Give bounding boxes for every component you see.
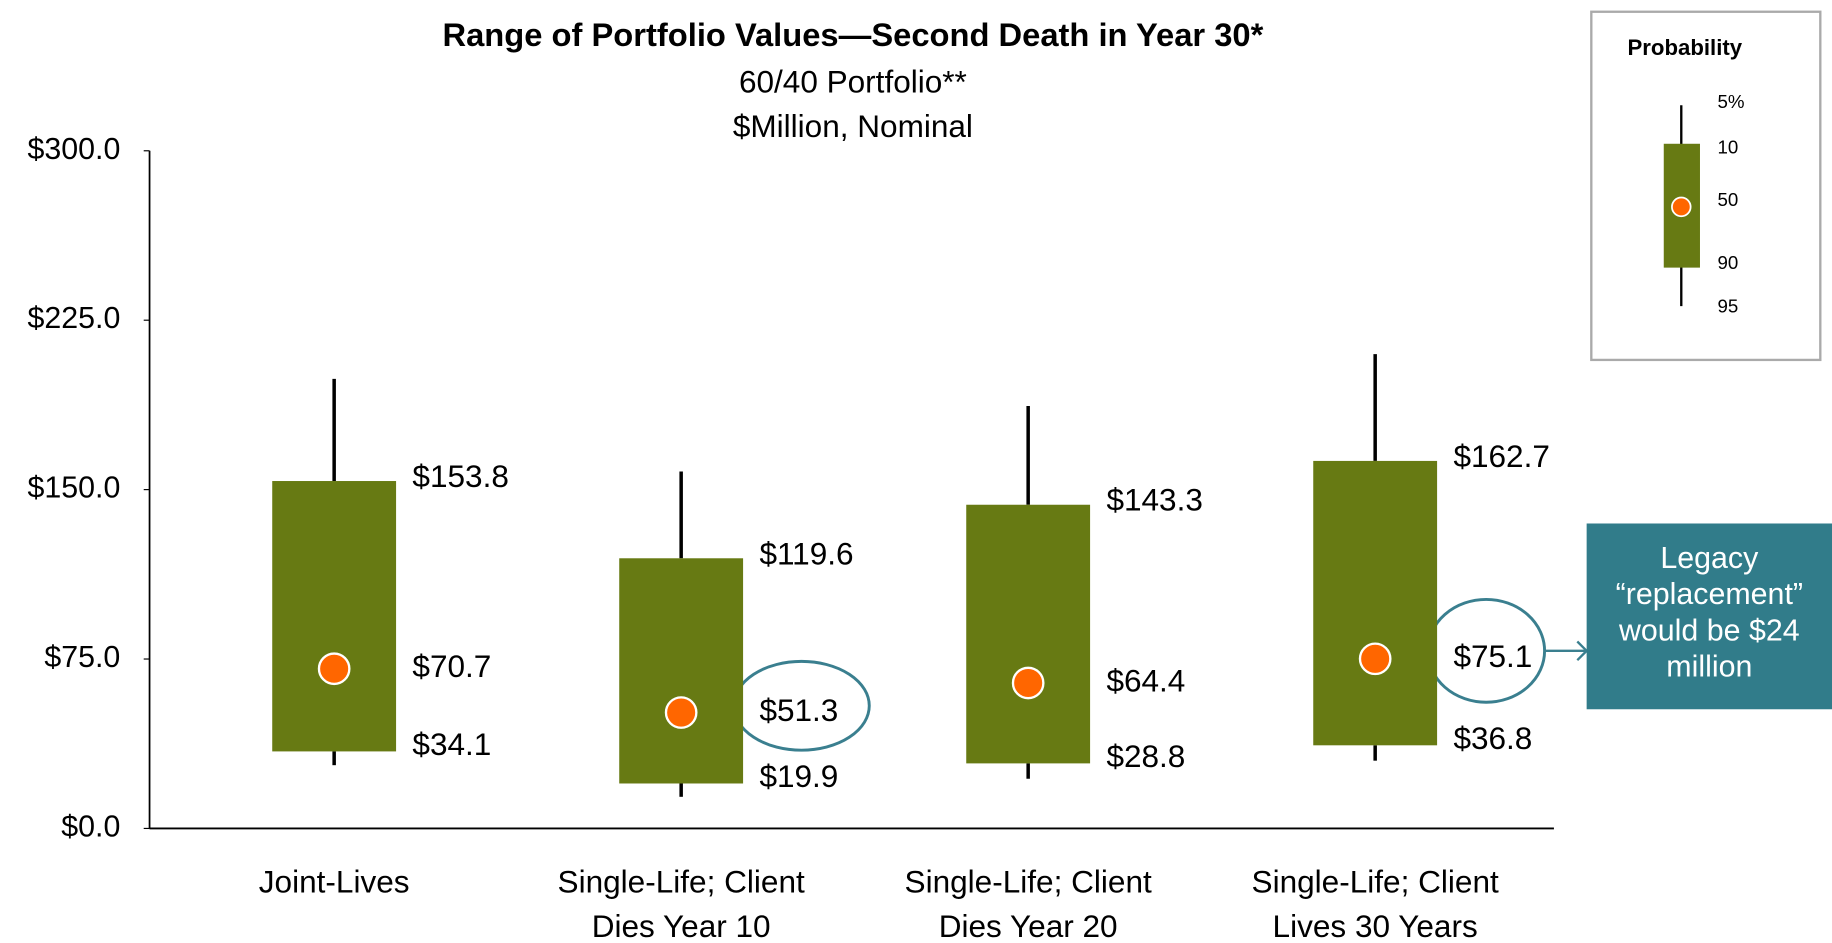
legend-label: 95: [1718, 295, 1739, 316]
value-label: $70.7: [412, 648, 491, 684]
value-label: $28.8: [1106, 738, 1185, 774]
x-tick-label: Single-Life; Client Dies Year 20: [904, 864, 1152, 943]
chart-subtitle: $Million, Nominal: [733, 108, 973, 144]
x-tick-label-box: Single-Life; Client Lives 30 Years: [1251, 864, 1499, 943]
x-tick-label: Joint-Lives: [258, 864, 410, 900]
x-tick-label: Single-Life; Client Dies Year 10: [557, 864, 805, 943]
annotation-box: [1586, 523, 1832, 710]
y-tick-label: $225.0: [27, 302, 120, 335]
value-label: $19.9: [759, 758, 838, 794]
value-label: $75.1: [1453, 638, 1532, 674]
annotation-text: Legacy “replacement” would be $24 millio…: [1615, 539, 1804, 684]
legend-label: 50: [1718, 189, 1739, 210]
x-tick-label-box: Single-Life; Client Dies Year 10: [557, 864, 805, 943]
x-tick-label-box: Joint-Lives: [258, 864, 410, 900]
value-label: $119.6: [759, 535, 853, 571]
value-label: $143.3: [1106, 482, 1202, 518]
legend-box: [1590, 10, 1822, 362]
box: [619, 558, 744, 784]
median-dot: [1011, 666, 1045, 700]
median-dot: [664, 696, 698, 729]
value-label: $34.1: [412, 726, 491, 762]
chart-title: Range of Portfolio Values—Second Death i…: [442, 16, 1263, 53]
x-tick-label: Single-Life; Client Lives 30 Years: [1251, 864, 1499, 943]
legend-label: 10: [1718, 136, 1739, 157]
value-label: $162.7: [1453, 438, 1549, 474]
x-tick-label-box: Single-Life; Client Dies Year 20: [904, 864, 1152, 943]
box: [966, 504, 1091, 764]
median-dot: [317, 652, 351, 686]
value-label: $153.8: [412, 458, 508, 494]
box: [272, 481, 397, 752]
y-tick-label: $150.0: [27, 472, 120, 505]
value-label: $64.4: [1106, 662, 1185, 698]
value-label: $51.3: [759, 692, 838, 728]
box: [1313, 460, 1438, 746]
legend-dot: [1671, 196, 1692, 218]
median-dot: [1358, 642, 1392, 676]
y-tick-label: $75.0: [44, 641, 120, 674]
annotation: Legacy “replacement” would be $24 millio…: [1615, 539, 1804, 684]
legend-title: Probability: [1627, 35, 1742, 60]
y-tick-label: $0.0: [61, 810, 120, 843]
legend-label: 90: [1718, 252, 1739, 273]
y-tick-label: $300.0: [27, 133, 120, 166]
legend-label: 5%: [1718, 91, 1745, 112]
chart-subtitle: 60/40 Portfolio**: [739, 64, 967, 100]
value-label: $36.8: [1453, 720, 1532, 756]
